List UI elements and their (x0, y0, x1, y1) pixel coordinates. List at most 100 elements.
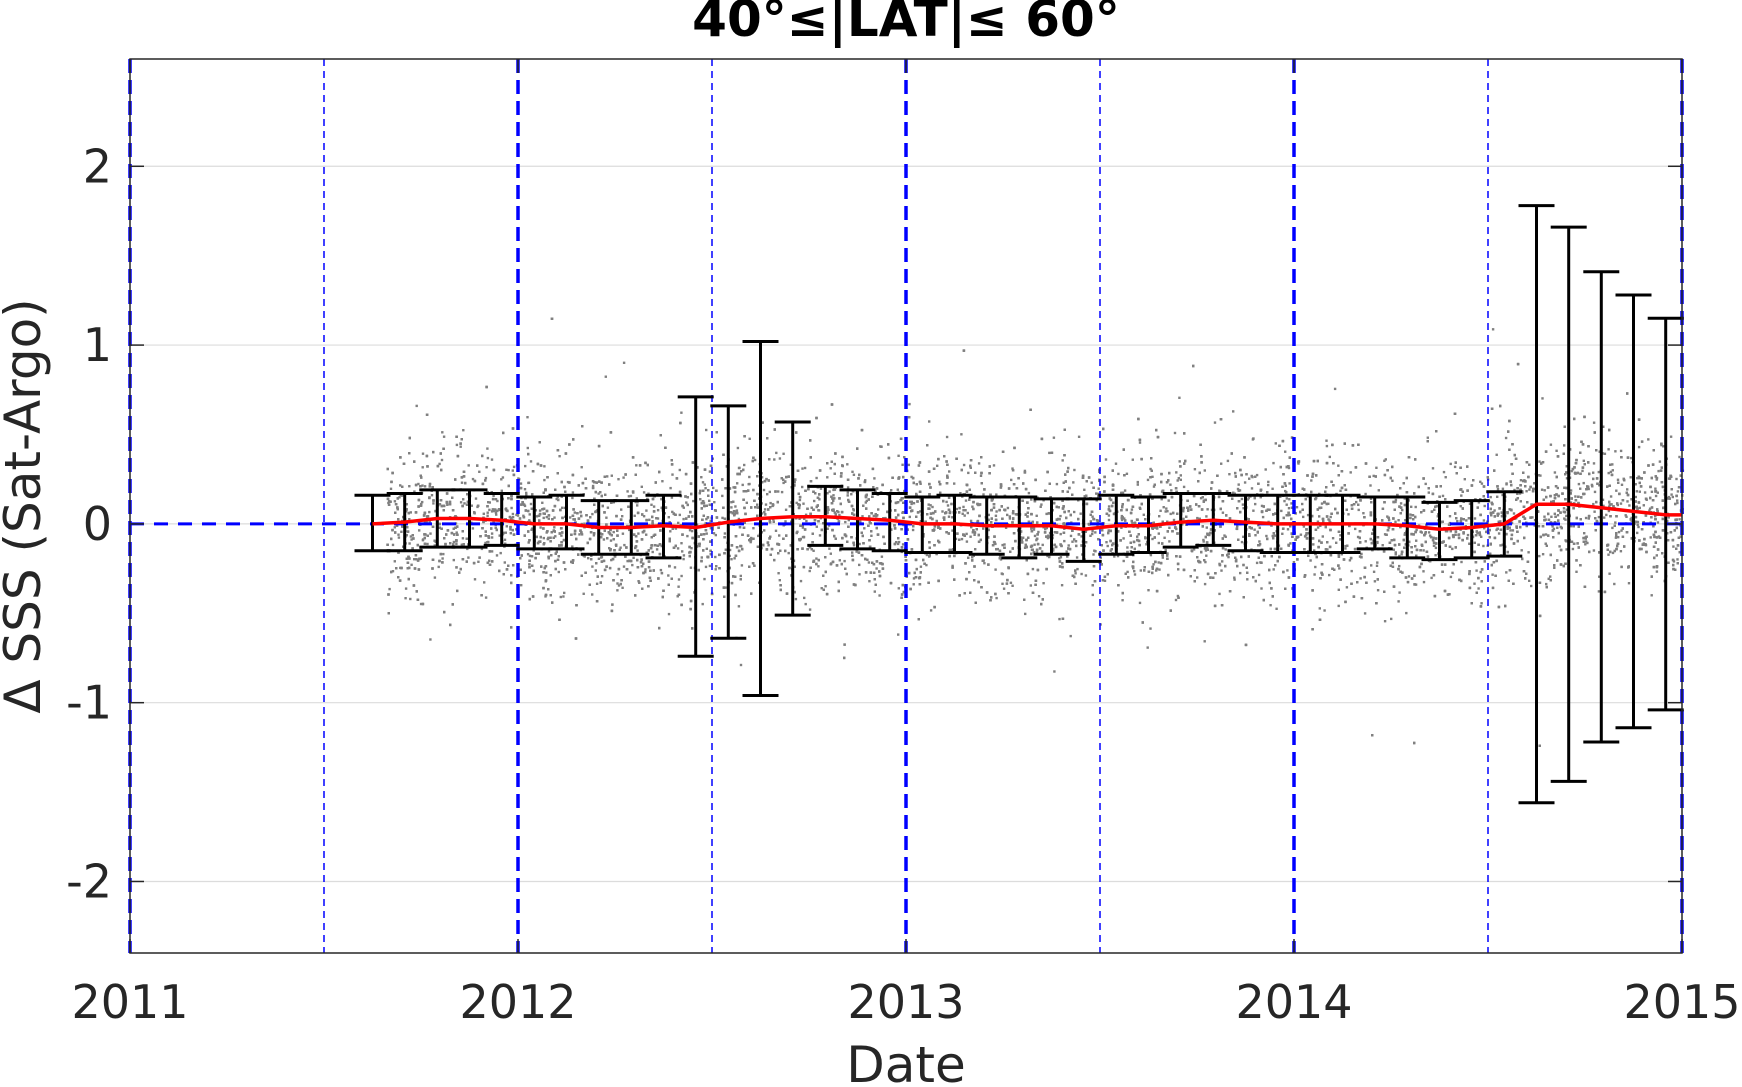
scatter-point (471, 477, 475, 481)
scatter-point (1258, 540, 1261, 543)
scatter-point (818, 534, 822, 537)
scatter-point (1325, 444, 1329, 448)
scatter-point (1383, 459, 1386, 462)
scatter-point (931, 505, 934, 509)
scatter-point (1257, 573, 1261, 577)
scatter-point (1505, 571, 1508, 574)
scatter-point (1157, 561, 1160, 564)
scatter-point (846, 486, 850, 489)
scatter-point (1480, 482, 1484, 485)
scatter-point (1582, 481, 1585, 485)
scatter-point (1149, 467, 1152, 471)
scatter-point (1269, 604, 1272, 607)
scatter-point (650, 503, 653, 506)
scatter-point (1543, 489, 1546, 492)
scatter-point (1008, 515, 1011, 518)
scatter-point (865, 499, 868, 503)
scatter-point (459, 501, 463, 504)
scatter-point (927, 503, 930, 506)
scatter-point (1283, 499, 1286, 503)
scatter-point (632, 556, 635, 559)
scatter-point (1654, 494, 1658, 498)
scatter-point (1648, 509, 1651, 512)
scatter-point (1654, 487, 1657, 490)
scatter-point (1607, 553, 1610, 556)
scatter-point (432, 502, 435, 505)
scatter-point (787, 551, 790, 555)
scatter-point (1072, 481, 1075, 484)
scatter-point (426, 542, 429, 546)
scatter-point (497, 508, 501, 511)
scatter-point (730, 506, 733, 509)
scatter-point (591, 512, 594, 516)
scatter-point (1196, 516, 1199, 520)
scatter-point (1499, 544, 1502, 547)
scatter-point (1434, 554, 1437, 557)
scatter-point (538, 509, 542, 512)
scatter-point (1204, 560, 1207, 564)
scatter-point (425, 520, 428, 523)
scatter-point (523, 488, 527, 491)
scatter-point (1528, 579, 1531, 582)
scatter-point (875, 567, 878, 570)
scatter-point (1059, 514, 1062, 518)
scatter-point (1273, 534, 1276, 537)
scatter-point (1448, 515, 1452, 518)
scatter-point (512, 465, 516, 469)
scatter-point (815, 557, 818, 560)
scatter-point (495, 513, 498, 516)
scatter-point (1655, 570, 1659, 573)
scatter-point (1010, 478, 1013, 482)
scatter-point (698, 492, 701, 495)
scatter-point (623, 543, 626, 547)
scatter-point (1267, 480, 1270, 484)
scatter-point (1314, 565, 1317, 569)
scatter-point (938, 480, 941, 483)
scatter-point (494, 511, 498, 514)
scatter-point (1375, 466, 1378, 469)
scatter-point (1359, 577, 1362, 580)
scatter-point (1607, 471, 1610, 475)
scatter-point (1339, 489, 1342, 492)
scatter-point (1205, 554, 1208, 557)
scatter-point (1405, 611, 1408, 615)
scatter-point (1376, 540, 1379, 544)
scatter-point (995, 493, 998, 496)
scatter-point (705, 428, 708, 432)
scatter-point (1597, 470, 1600, 474)
scatter-point (1409, 513, 1412, 516)
scatter-point (782, 481, 785, 485)
scatter-point (1637, 525, 1640, 529)
scatter-point (676, 547, 680, 550)
scatter-point (1556, 526, 1559, 529)
scatter-point (1479, 480, 1482, 483)
scatter-point (667, 516, 670, 519)
scatter-point (393, 560, 396, 563)
scatter-point (1513, 488, 1516, 492)
scatter-point (1528, 488, 1531, 491)
scatter-point (896, 488, 899, 491)
scatter-point (1650, 594, 1653, 597)
scatter-point (1601, 498, 1605, 501)
scatter-point (1482, 544, 1485, 548)
scatter-point (483, 581, 486, 584)
scatter-point (992, 464, 996, 467)
scatter-point (621, 532, 625, 535)
scatter-point (703, 577, 706, 581)
scatter-point (1619, 550, 1623, 553)
scatter-point (648, 518, 651, 521)
scatter-point (1363, 612, 1367, 615)
scatter-point (929, 504, 932, 507)
scatter-point (1030, 527, 1033, 530)
scatter-point (667, 574, 670, 577)
scatter-point (1179, 474, 1182, 477)
scatter-point (912, 577, 916, 580)
scatter-point (606, 506, 610, 509)
scatter-point (446, 503, 449, 506)
scatter-point (838, 513, 841, 517)
scatter-point (1390, 617, 1393, 621)
scatter-point (1495, 453, 1498, 456)
scatter-point (1264, 468, 1267, 471)
scatter-point (592, 534, 596, 537)
scatter-point (1258, 526, 1261, 529)
